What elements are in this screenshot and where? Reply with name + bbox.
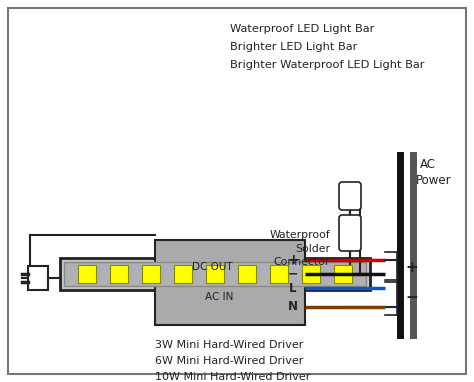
Text: −: − bbox=[405, 290, 418, 305]
Text: −: − bbox=[288, 267, 298, 280]
Text: L: L bbox=[289, 282, 297, 295]
Bar bbox=[334, 265, 352, 283]
Bar bbox=[155, 240, 305, 325]
Text: Brighter LED Light Bar: Brighter LED Light Bar bbox=[230, 42, 357, 52]
Text: DC OUT: DC OUT bbox=[192, 262, 233, 272]
Bar bbox=[206, 265, 224, 283]
Text: +: + bbox=[405, 259, 418, 275]
Text: Waterproof LED Light Bar: Waterproof LED Light Bar bbox=[230, 24, 374, 34]
Text: 3W Mini Hard-Wired Driver: 3W Mini Hard-Wired Driver bbox=[155, 340, 303, 350]
Text: Brighter Waterproof LED Light Bar: Brighter Waterproof LED Light Bar bbox=[230, 60, 425, 70]
FancyBboxPatch shape bbox=[339, 182, 361, 210]
Text: 10W Mini Hard-Wired Driver: 10W Mini Hard-Wired Driver bbox=[155, 372, 310, 382]
Text: 6W Mini Hard-Wired Driver: 6W Mini Hard-Wired Driver bbox=[155, 356, 303, 366]
Bar bbox=[238, 265, 256, 283]
Text: N: N bbox=[288, 301, 298, 314]
Bar bbox=[60, 258, 370, 290]
Text: Waterproof
Solder
Connector: Waterproof Solder Connector bbox=[269, 230, 330, 267]
Text: Power: Power bbox=[416, 173, 452, 186]
Bar bbox=[78, 265, 96, 283]
Bar bbox=[64, 262, 366, 286]
Bar bbox=[302, 265, 320, 283]
Bar bbox=[110, 265, 128, 283]
Bar bbox=[28, 266, 48, 290]
FancyBboxPatch shape bbox=[339, 215, 361, 251]
Bar bbox=[142, 265, 160, 283]
Bar bbox=[270, 265, 288, 283]
Bar bbox=[174, 265, 192, 283]
Text: AC: AC bbox=[420, 159, 436, 172]
Text: AC IN: AC IN bbox=[205, 292, 233, 302]
Text: +: + bbox=[287, 253, 299, 267]
